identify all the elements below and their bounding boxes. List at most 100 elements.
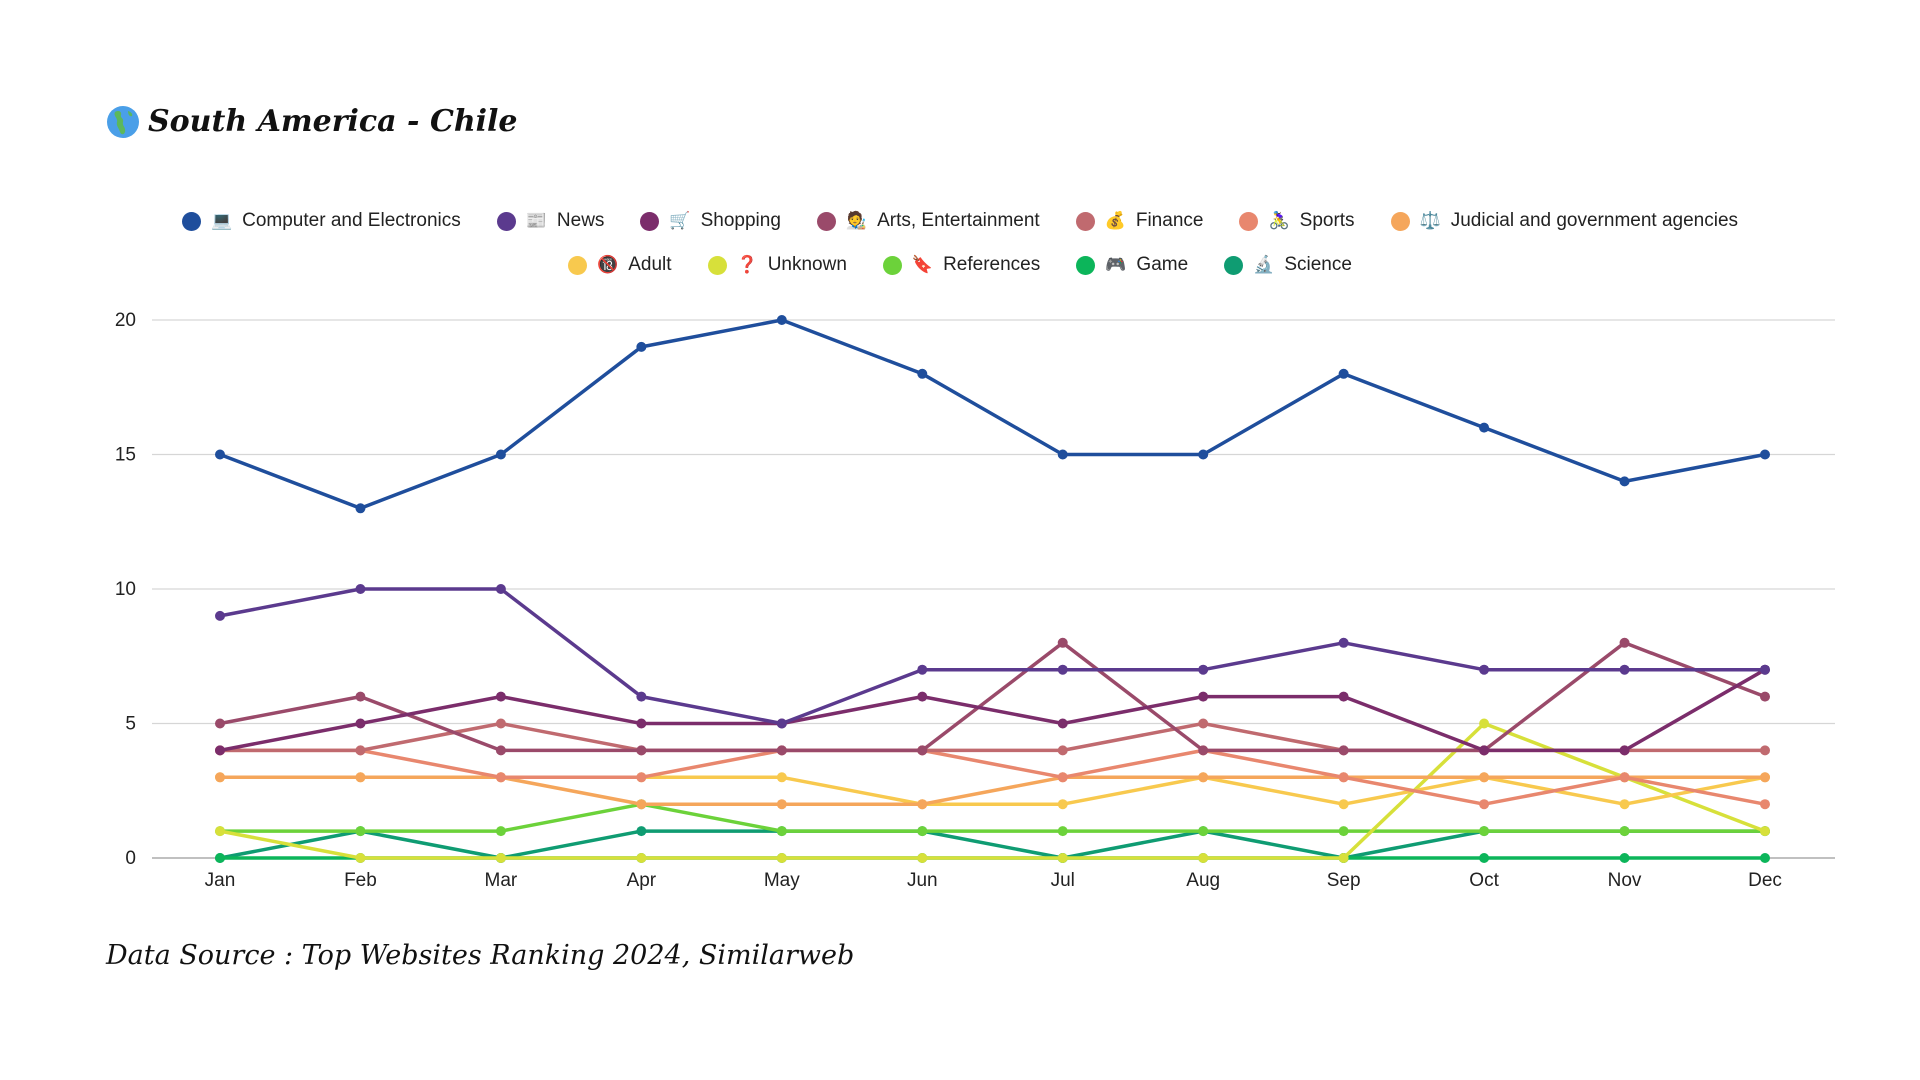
legend-color-dot <box>181 211 201 231</box>
data-point <box>1198 826 1209 837</box>
legend-emoji-icon: 🔬 <box>1253 255 1275 274</box>
data-point <box>776 772 787 783</box>
data-point <box>636 691 647 702</box>
data-point <box>1619 745 1630 756</box>
data-point <box>355 853 366 863</box>
legend-item-unknown[interactable]: ❓ Unknown <box>707 254 847 276</box>
x-tick-label: Aug <box>1186 870 1220 891</box>
data-point <box>1619 637 1630 648</box>
data-point <box>1057 745 1068 756</box>
legend-emoji-icon: 🎮 <box>1105 255 1127 274</box>
data-point <box>1057 449 1068 460</box>
legend-item-news[interactable]: 📰 News <box>496 210 604 232</box>
legend-item-computer-and-electronics[interactable]: 💻 Computer and Electronics <box>181 210 461 232</box>
data-point <box>917 664 928 675</box>
data-point <box>1198 664 1209 675</box>
y-tick-label: 20 <box>115 310 136 331</box>
legend-color-dot <box>640 211 660 231</box>
data-point <box>917 368 928 379</box>
legend-emoji-icon: 🔞 <box>597 255 619 274</box>
chart-title-text: South America - Chile <box>148 104 518 139</box>
data-point <box>636 826 647 837</box>
chart-legend: 💻 Computer and Electronics 📰 News 🛒 Shopping 🧑… <box>100 210 1820 276</box>
data-point <box>215 853 225 863</box>
data-point <box>1760 664 1770 675</box>
legend-item-arts-entertainment[interactable]: 🧑‍🎨 Arts, Entertainment <box>816 210 1040 232</box>
legend-item-judicial-and-government-agencies[interactable]: ⚖️ Judicial and government agencies <box>1390 210 1738 232</box>
legend-item-sports[interactable]: 🚴‍♀️ Sports <box>1239 210 1355 232</box>
data-point <box>1057 664 1068 675</box>
data-point <box>1479 745 1490 756</box>
data-point <box>355 826 366 837</box>
data-point <box>1479 826 1490 837</box>
series-line <box>218 641 1767 753</box>
data-point <box>1619 853 1630 863</box>
data-point <box>776 826 787 837</box>
y-tick-label: 15 <box>115 445 136 466</box>
data-point <box>1479 799 1490 810</box>
data-point <box>1198 449 1209 460</box>
globe-americas-icon <box>107 105 139 138</box>
legend-color-dot <box>1075 211 1095 231</box>
data-point <box>1479 853 1490 863</box>
data-point <box>776 853 787 863</box>
data-point <box>1479 422 1490 433</box>
data-point <box>636 853 647 863</box>
legend-item-finance[interactable]: 💰 Finance <box>1075 210 1203 232</box>
legend-item-game[interactable]: 🎮 Game <box>1076 254 1188 276</box>
data-point <box>1619 826 1630 837</box>
data-point <box>1338 772 1349 783</box>
chart-title: South America - Chile <box>106 104 518 139</box>
data-point <box>1198 853 1209 863</box>
data-point <box>776 799 787 810</box>
legend-color-dot <box>1224 255 1244 275</box>
x-tick-label: Feb <box>344 870 377 891</box>
legend-emoji-icon: 💰 <box>1104 211 1126 230</box>
series-references <box>215 799 1770 837</box>
data-point <box>495 853 506 863</box>
series-sports <box>215 745 1770 810</box>
data-point <box>1619 799 1630 810</box>
data-point <box>776 718 787 729</box>
legend-label: Game <box>1136 254 1189 275</box>
data-point <box>636 772 647 783</box>
legend-item-adult[interactable]: 🔞 Adult <box>568 254 672 276</box>
legend-label: Adult <box>628 254 672 275</box>
data-point <box>495 718 506 729</box>
data-point <box>495 745 506 756</box>
x-tick-label: May <box>764 870 800 891</box>
data-point <box>917 853 928 863</box>
x-tick-label: Jun <box>907 870 938 891</box>
series-line <box>218 775 1767 806</box>
data-point <box>1619 664 1630 675</box>
data-point <box>495 584 506 594</box>
legend-item-science[interactable]: 🔬 Science <box>1224 254 1352 276</box>
data-point <box>215 826 225 837</box>
legend-color-dot <box>707 255 727 275</box>
legend-item-shopping[interactable]: 🛒 Shopping <box>640 210 781 232</box>
data-point <box>1760 691 1770 702</box>
series-news <box>215 584 1770 729</box>
data-point <box>1338 745 1349 756</box>
series-line <box>218 748 1767 806</box>
data-point <box>917 745 928 756</box>
data-point <box>355 745 366 756</box>
series-line <box>218 829 1767 860</box>
data-point <box>1760 853 1770 863</box>
x-tick-label: Nov <box>1608 870 1642 891</box>
data-point <box>355 584 366 594</box>
legend-emoji-icon: ❓ <box>736 255 758 274</box>
x-tick-label: Jan <box>205 870 236 891</box>
legend-label: Unknown <box>767 254 847 275</box>
data-point <box>917 691 928 702</box>
data-point <box>1479 718 1490 729</box>
legend-color-dot <box>882 255 902 275</box>
data-source-caption: Data Source : Top Websites Ranking 2024,… <box>106 940 855 971</box>
series-line <box>218 318 1767 511</box>
x-tick-label: Dec <box>1748 870 1782 891</box>
legend-item-references[interactable]: 🔖 References <box>882 254 1040 276</box>
data-point <box>1338 637 1349 648</box>
data-point <box>355 718 366 729</box>
series-line <box>218 587 1767 726</box>
data-point <box>1338 826 1349 837</box>
